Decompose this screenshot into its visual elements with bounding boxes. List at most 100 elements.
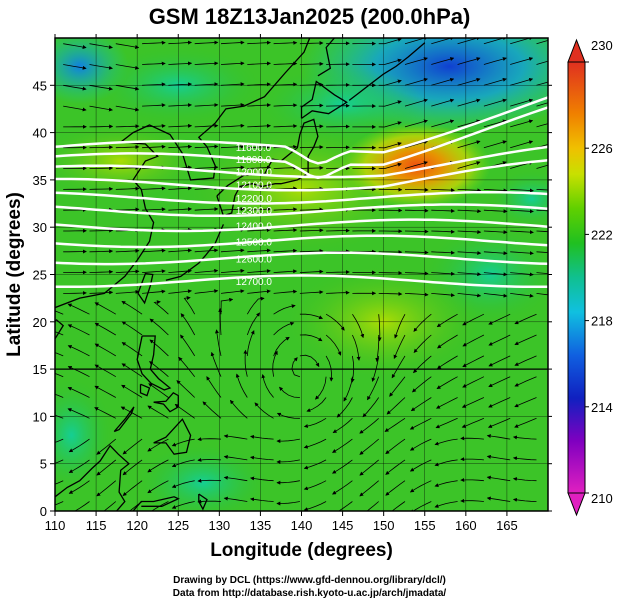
streamline-arrow — [431, 293, 455, 298]
streamline-arrow — [404, 57, 428, 65]
streamline-arrow — [512, 477, 537, 482]
x-tick-label: 145 — [332, 518, 354, 533]
streamline-arrow — [206, 376, 222, 398]
streamline-arrow — [171, 501, 195, 509]
streamline-arrow — [434, 438, 458, 446]
streamline-arrow — [512, 497, 537, 502]
streamline-arrow — [460, 436, 484, 441]
streamline-arrow — [142, 207, 166, 212]
y-tick-label: 40 — [33, 126, 47, 141]
streamline-arrow — [142, 186, 166, 191]
streamline-arrow — [115, 84, 140, 91]
streamline-arrow — [121, 363, 143, 378]
streamline-arrow — [147, 405, 169, 419]
streamline-arrow — [121, 300, 143, 315]
streamline-arrow — [299, 290, 324, 295]
streamline-arrow — [220, 248, 245, 253]
streamline-arrow — [457, 293, 482, 298]
streamline-arrow — [180, 313, 196, 336]
streamline-arrow — [218, 307, 223, 336]
streamline-arrow — [437, 334, 458, 349]
streamline-arrow — [180, 334, 196, 357]
streamline-arrow — [510, 251, 534, 256]
streamline-arrow — [142, 269, 166, 274]
streamline-arrow — [404, 271, 429, 276]
streamline-arrow — [378, 291, 403, 296]
streamline-arrow — [229, 399, 248, 419]
streamline-arrow — [122, 480, 143, 497]
streamline-arrow — [276, 459, 300, 464]
streamline-arrow — [299, 313, 324, 320]
streamline-arrow — [273, 304, 296, 315]
streamline-arrow — [89, 105, 113, 112]
streamline-arrow — [194, 40, 219, 45]
streamline-arrow — [359, 438, 379, 455]
streamline-arrow — [483, 272, 508, 277]
y-tick-label: 15 — [33, 362, 47, 377]
streamline-arrow — [247, 207, 271, 212]
streamline-arrow — [89, 124, 114, 129]
x-tick-label: 120 — [126, 518, 148, 533]
streamline-arrow — [457, 140, 481, 149]
streamline-arrow — [352, 313, 365, 339]
streamline-arrow — [411, 376, 432, 393]
streamline-arrow — [194, 102, 219, 107]
streamline-arrow — [536, 209, 548, 212]
streamline-arrow — [483, 57, 507, 65]
streamline-arrow — [462, 355, 485, 368]
streamline-arrow — [404, 250, 429, 255]
wind-streamlines — [55, 38, 548, 511]
x-tick-label: 165 — [496, 518, 518, 533]
streamline-arrow — [404, 208, 429, 213]
streamline-arrow — [254, 402, 274, 419]
streamline-arrow — [94, 385, 116, 398]
streamline-arrow — [385, 480, 406, 496]
streamline-arrow — [55, 501, 64, 506]
streamline-arrow — [194, 144, 219, 149]
streamline-arrow — [129, 501, 143, 511]
streamline-arrow — [299, 103, 324, 108]
y-tick-label: 30 — [33, 220, 47, 235]
streamline-arrow — [409, 417, 432, 430]
streamline-arrow — [483, 77, 507, 86]
streamline-arrow — [299, 82, 324, 87]
streamline-arrow — [197, 478, 222, 483]
streamline-arrow — [536, 230, 548, 233]
x-axis-ticks: 110 115 120 125 130 135 140 145 150 155 160 165 — [45, 34, 518, 533]
streamline-arrow — [272, 350, 278, 377]
streamline-arrow — [67, 303, 90, 315]
colorbar-scale — [567, 61, 586, 494]
contour-label: 12000.0 — [236, 167, 273, 178]
temperature-patch — [55, 378, 113, 493]
streamline-arrow — [299, 269, 324, 274]
streamline-arrow — [168, 207, 193, 212]
streamline-arrow — [413, 355, 432, 374]
streamline-arrow — [378, 100, 402, 107]
streamline-arrow — [457, 209, 482, 214]
streamline-arrow — [514, 355, 537, 366]
streamline-arrow — [315, 376, 327, 400]
streamline-arrow — [194, 82, 219, 87]
height-contours — [55, 96, 548, 289]
streamline-arrow — [378, 121, 402, 128]
streamline-arrow — [457, 272, 482, 277]
streamline-arrow — [250, 455, 274, 461]
streamline-arrow — [96, 438, 117, 455]
streamline-arrow — [431, 119, 455, 128]
streamline-arrow — [89, 249, 114, 254]
chart-title: GSM 18Z13Jan2025 (200.0hPa) — [148, 4, 471, 29]
streamline-arrow — [89, 64, 113, 70]
streamline-arrow — [220, 289, 245, 294]
coastline — [300, 80, 348, 119]
x-tick-label: 125 — [167, 518, 189, 533]
streamline-arrow — [273, 124, 298, 129]
streamline-arrow — [276, 480, 300, 485]
streamline-arrow — [404, 77, 428, 86]
streamline-arrow — [487, 417, 511, 428]
streamline-arrow — [147, 501, 169, 511]
streamline-arrow — [247, 61, 271, 66]
colorbar-tick-label: 230 — [591, 38, 613, 53]
streamline-arrow — [103, 501, 117, 511]
streamline-arrow — [276, 412, 300, 419]
